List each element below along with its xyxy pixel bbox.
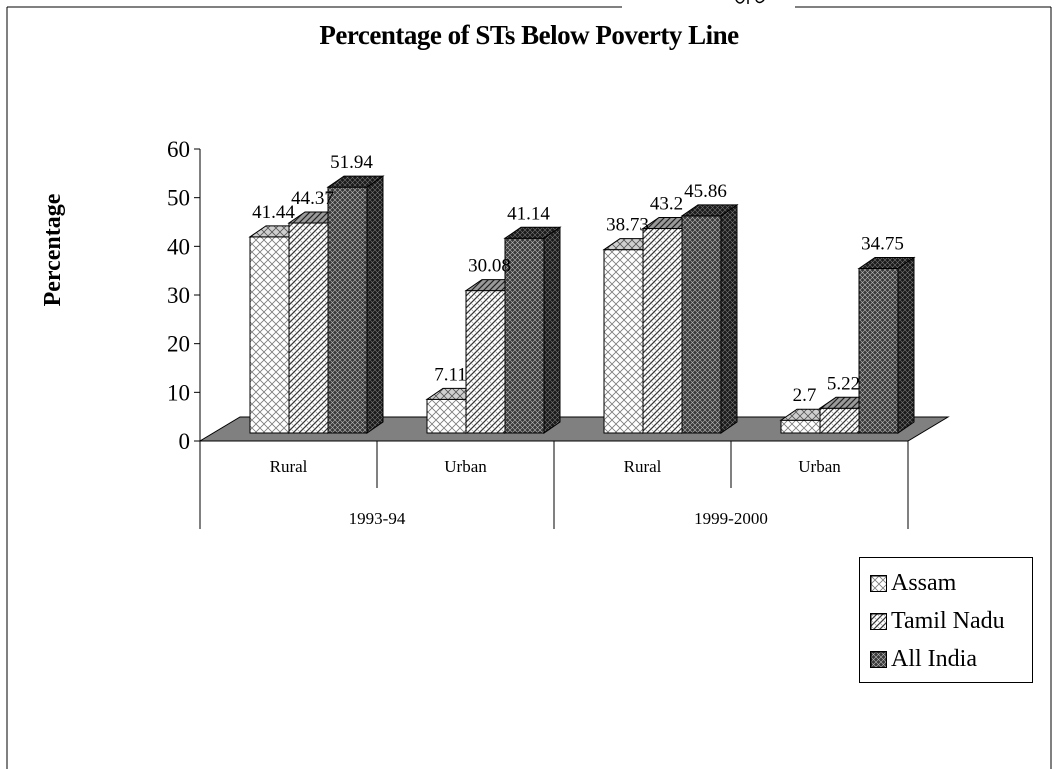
bar-side-all-india: [721, 205, 737, 433]
legend-label-tamil-nadu: Tamil Nadu: [891, 608, 1005, 635]
chart-title: Percentage of STs Below Poverty Line: [0, 20, 1058, 51]
legend-label-all-india: All India: [891, 646, 977, 673]
data-label-all-india: 45.86: [684, 181, 727, 202]
bar-all-india: [328, 187, 367, 433]
bar-all-india: [859, 269, 898, 433]
bar-assam: [250, 237, 289, 433]
x-category-label: Urban: [798, 457, 841, 476]
y-tick-label: 0: [179, 429, 191, 454]
data-label-all-india: 51.94: [330, 152, 373, 173]
legend-swatch-assam: [870, 575, 887, 592]
y-tick-label: 60: [167, 137, 190, 162]
data-label-assam: 38.73: [606, 215, 649, 236]
bar-assam: [781, 420, 820, 433]
bar-side-all-india: [544, 227, 560, 433]
y-tick-label: 10: [167, 380, 190, 405]
x-category-label: Rural: [624, 457, 662, 476]
legend-item-all-india: All India: [870, 644, 977, 674]
data-label-assam: 41.44: [252, 202, 295, 223]
data-label-all-india: 34.75: [861, 234, 904, 255]
x-category-label: Urban: [444, 457, 487, 476]
data-label-all-india: 41.14: [507, 203, 550, 224]
y-tick-label: 50: [167, 186, 190, 211]
x-group-label: 1993-94: [349, 509, 406, 528]
bar-tamil-nadu: [466, 291, 505, 433]
data-label-assam: 2.7: [793, 385, 817, 406]
x-group-label: 1999-2000: [694, 509, 768, 528]
bar-assam: [604, 250, 643, 433]
y-tick-label: 40: [167, 234, 190, 259]
bar-side-all-india: [367, 176, 383, 433]
data-label-tamil-nadu: 44.37: [291, 188, 334, 209]
bar-tamil-nadu: [820, 408, 859, 433]
bar-tamil-nadu: [289, 223, 328, 433]
legend-item-tamil-nadu: Tamil Nadu: [870, 606, 1005, 636]
legend: Assam Tamil Nadu All India: [859, 557, 1033, 683]
y-axis-title: Percentage: [40, 190, 70, 310]
bar-assam: [427, 399, 466, 433]
y-tick-label: 20: [167, 332, 190, 357]
bar-all-india: [682, 216, 721, 433]
legend-label-assam: Assam: [891, 570, 956, 597]
data-label-assam: 7.11: [434, 364, 467, 385]
legend-swatch-tamil-nadu: [870, 613, 887, 630]
data-label-tamil-nadu: 43.2: [650, 194, 683, 215]
legend-item-assam: Assam: [870, 568, 956, 598]
data-label-tamil-nadu: 5.22: [827, 373, 860, 394]
y-tick-label: 30: [167, 283, 190, 308]
bar-tamil-nadu: [643, 229, 682, 433]
legend-swatch-all-india: [870, 651, 887, 668]
x-category-label: Rural: [270, 457, 308, 476]
bar-side-all-india: [898, 258, 914, 433]
data-label-tamil-nadu: 30.08: [468, 256, 511, 277]
